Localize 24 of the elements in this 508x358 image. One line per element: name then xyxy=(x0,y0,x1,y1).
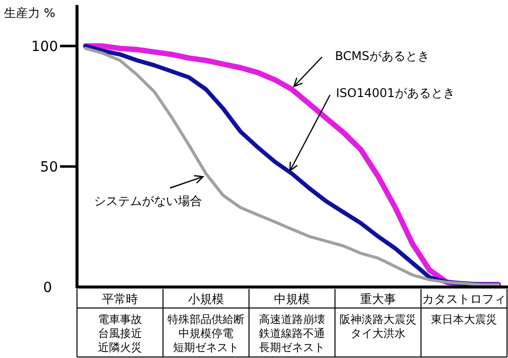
text: 阪神淡路大震災 xyxy=(340,313,416,326)
y-tick-label: 50 xyxy=(40,159,58,176)
annotation: ISO14001があるとき xyxy=(336,86,455,100)
x-tick-label: 中規模 xyxy=(274,292,310,306)
text: 特殊部品供給断 xyxy=(168,313,244,326)
annotation: BCMSがあるとき xyxy=(335,49,430,63)
annotation: システムがない場合 xyxy=(94,194,202,208)
y-tick-label: 0 xyxy=(43,280,52,296)
text: 中規模停電 xyxy=(178,327,234,340)
text: 東日本大震災 xyxy=(431,313,497,326)
text: 長期ゼネスト xyxy=(259,341,325,354)
y-tick-label: 100 xyxy=(31,38,58,55)
text: 台風接近 xyxy=(98,327,142,340)
x-tick-label: 平常時 xyxy=(102,292,138,306)
text: 鉄道線路不通 xyxy=(259,327,325,340)
text: タイ大洪水 xyxy=(350,327,406,340)
text: 近隣火災 xyxy=(98,341,142,354)
text: 電車事故 xyxy=(98,313,142,326)
x-tick-label: 小規模 xyxy=(188,292,224,306)
text: 短期ゼネスト xyxy=(173,341,239,354)
x-tick-label: カタストロフィ xyxy=(422,292,506,306)
x-tick-label: 重大事 xyxy=(360,292,396,306)
text: 高速道路崩壊 xyxy=(259,313,325,326)
y-axis-title: 生産力 % xyxy=(4,6,56,20)
